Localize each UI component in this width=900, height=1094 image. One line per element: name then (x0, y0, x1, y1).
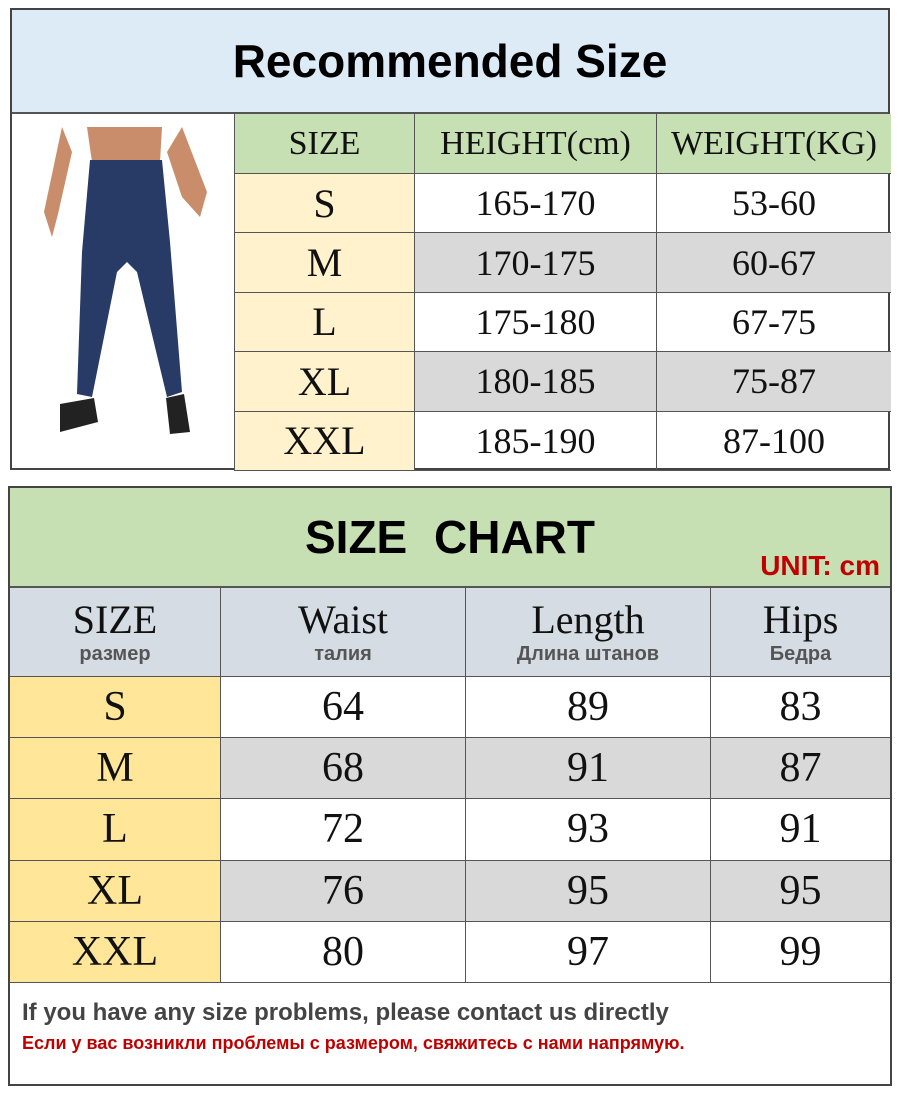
weight-cell: 87-100 (656, 411, 891, 471)
footer-english: If you have any size problems, please co… (22, 999, 669, 1026)
size-chart-title: SIZE CHART (305, 511, 595, 563)
length-cell: 95 (465, 860, 710, 922)
hips-cell: 91 (710, 799, 890, 861)
size-cell: S (10, 677, 220, 739)
recommended-title: Recommended Size (12, 10, 888, 114)
height-cell: 180-185 (414, 352, 656, 412)
footer-note: If you have any size problems, please co… (10, 985, 890, 1085)
waist-cell: 80 (220, 921, 465, 983)
hips-cell: 87 (710, 738, 890, 800)
size-cell: XXL (10, 921, 220, 983)
weight-cell: 53-60 (656, 174, 891, 234)
col-header-weight: WEIGHT(KG) (656, 114, 891, 174)
header-en: Hips (762, 597, 839, 642)
col-header-size: SIZE (234, 114, 414, 174)
length-cell: 91 (465, 738, 710, 800)
size-cell: L (234, 292, 414, 353)
footer-russian: Если у вас возникли проблемы с размером,… (22, 1033, 685, 1053)
weight-cell: 67-75 (656, 292, 891, 353)
waist-cell: 76 (220, 860, 465, 922)
size-cell: S (234, 174, 414, 234)
model-pants-image (44, 127, 207, 434)
header-ru: талия (314, 643, 372, 665)
header-ru: Длина штанов (516, 643, 660, 665)
height-cell: 165-170 (414, 174, 656, 234)
header-en: Waist (297, 597, 389, 642)
size-chart-table: SIZE CHART UNIT: cm SIZE размер Waist тали… (8, 486, 892, 1086)
col-header-size: SIZE размер (10, 588, 220, 677)
waist-cell: 64 (220, 677, 465, 739)
recommended-grid: SIZE HEIGHT(cm) WEIGHT(KG) S 165-170 53-… (234, 114, 891, 471)
weight-cell: 75-87 (656, 352, 891, 412)
length-cell: 89 (465, 677, 710, 739)
header-ru: размер (79, 643, 151, 665)
size-cell: XXL (234, 411, 414, 471)
col-header-hips: Hips Бедра (710, 588, 890, 677)
header-en: SIZE (72, 597, 158, 642)
hips-cell: 83 (710, 677, 890, 739)
size-cell: XL (10, 860, 220, 922)
waist-cell: 72 (220, 799, 465, 861)
col-header-waist: Waist талия (220, 588, 465, 677)
size-cell: M (234, 233, 414, 293)
size-chart-header: SIZE CHART UNIT: cm (10, 488, 890, 588)
hips-cell: 99 (710, 921, 890, 983)
hips-cell: 95 (710, 860, 890, 922)
size-cell: M (10, 738, 220, 800)
length-cell: 93 (465, 799, 710, 861)
header-ru: Бедра (769, 643, 832, 665)
unit-label: UNIT: cm (760, 550, 880, 581)
size-cell: XL (234, 352, 414, 412)
height-cell: 170-175 (414, 233, 656, 293)
recommended-size-table: Recommended Size SIZE HEIGHT(cm) WEIGHT(… (10, 8, 891, 471)
height-cell: 175-180 (414, 292, 656, 353)
length-cell: 97 (465, 921, 710, 983)
weight-cell: 60-67 (656, 233, 891, 293)
height-cell: 185-190 (414, 411, 656, 471)
col-header-height: HEIGHT(cm) (414, 114, 656, 174)
size-chart-grid: SIZE размер Waist талия Length Длина штанов… (10, 588, 890, 983)
size-cell: L (10, 799, 220, 861)
header-en: Length (531, 597, 645, 642)
waist-cell: 68 (220, 738, 465, 800)
col-header-length: Length Длина штанов (465, 588, 710, 677)
